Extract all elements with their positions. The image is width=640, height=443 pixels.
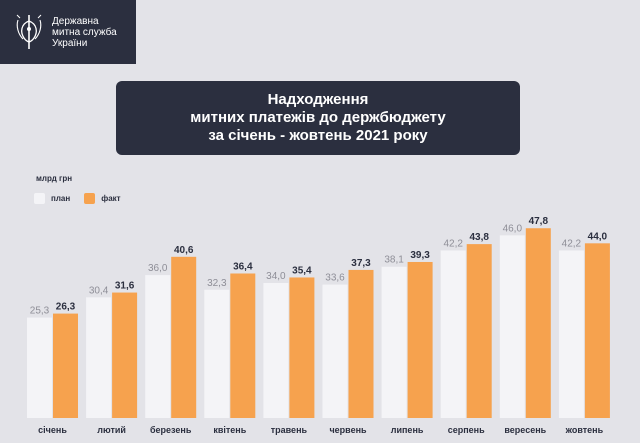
data-label-fact-6: 37,3 xyxy=(351,258,371,269)
bar-plan-6 xyxy=(322,284,348,418)
brand-line-1: Державна xyxy=(52,15,99,27)
legend-label-fact: факт xyxy=(101,194,121,203)
category-label-9: вересень xyxy=(504,425,546,435)
data-label-plan-2: 30,4 xyxy=(89,285,109,296)
data-label-fact-10: 44,0 xyxy=(588,231,608,242)
data-label-plan-4: 32,3 xyxy=(207,278,227,289)
data-label-plan-9: 46,0 xyxy=(503,223,523,234)
data-label-fact-4: 36,4 xyxy=(233,261,253,272)
bar-plan-2 xyxy=(86,297,112,418)
bar-fact-6 xyxy=(348,269,374,418)
data-label-plan-3: 36,0 xyxy=(148,263,168,274)
brand-line-2: митна служба xyxy=(52,26,117,38)
legend: план факт xyxy=(34,193,135,204)
data-label-fact-8: 43,8 xyxy=(469,232,489,243)
chart-title-line-2: митних платежів до держбюджету xyxy=(190,109,446,126)
brand-name: Державна митна служба України xyxy=(52,16,117,49)
bar-fact-2 xyxy=(112,292,138,418)
bar-fact-4 xyxy=(230,273,256,418)
data-label-plan-10: 42,2 xyxy=(562,238,582,249)
legend-label-plan: план xyxy=(51,194,71,203)
category-label-4: квітень xyxy=(213,425,246,435)
bar-fact-9 xyxy=(525,228,551,418)
bar-plan-3 xyxy=(145,275,171,418)
bar-plan-4 xyxy=(204,289,230,418)
data-label-fact-3: 40,6 xyxy=(174,245,194,256)
bar-plan-8 xyxy=(440,250,466,418)
bar-fact-8 xyxy=(466,244,492,418)
chart-title-box: Надходження митних платежів до держбюдже… xyxy=(116,81,520,155)
data-label-plan-1: 25,3 xyxy=(30,306,50,317)
data-label-fact-1: 26,3 xyxy=(56,302,76,313)
category-label-3: березень xyxy=(150,425,192,435)
bar-fact-3 xyxy=(171,256,197,418)
bar-plan-9 xyxy=(499,235,525,418)
bar-plan-7 xyxy=(381,266,407,418)
data-label-fact-2: 31,6 xyxy=(115,281,135,292)
category-label-10: жовтень xyxy=(565,425,604,435)
data-label-plan-6: 33,6 xyxy=(325,273,345,284)
trident-shield-icon xyxy=(16,14,42,49)
data-label-fact-5: 35,4 xyxy=(292,265,312,276)
brand-block: Державна митна служба України xyxy=(0,0,136,64)
data-label-fact-9: 47,8 xyxy=(529,216,549,227)
category-label-1: січень xyxy=(38,425,67,435)
data-label-plan-7: 38,1 xyxy=(384,255,404,266)
legend-swatch-plan xyxy=(34,193,45,204)
bar-fact-5 xyxy=(289,277,315,418)
bar-fact-1 xyxy=(53,313,78,418)
bar-plan-5 xyxy=(263,283,289,418)
category-label-7: липень xyxy=(391,425,424,435)
category-label-6: червень xyxy=(329,425,367,435)
category-label-8: серпень xyxy=(448,425,485,435)
legend-item-fact: факт xyxy=(84,193,121,204)
category-label-2: лютий xyxy=(97,425,126,435)
category-label-5: травень xyxy=(271,425,308,435)
y-unit-label: млрд грн xyxy=(36,174,73,183)
data-label-fact-7: 39,3 xyxy=(410,250,430,261)
legend-swatch-fact xyxy=(84,193,96,204)
data-label-plan-5: 34,0 xyxy=(266,271,286,282)
chart-title-line-3: за січень - жовтень 2021 року xyxy=(208,127,428,144)
bar-fact-10 xyxy=(584,243,610,418)
bar-plan-1 xyxy=(27,317,52,418)
bar-fact-7 xyxy=(407,261,433,418)
bar-plan-10 xyxy=(558,250,584,418)
data-label-plan-8: 42,2 xyxy=(443,238,463,249)
chart-title-line-1: Надходження xyxy=(267,91,369,108)
brand-line-3: України xyxy=(52,37,88,49)
legend-item-plan: план xyxy=(34,193,70,204)
